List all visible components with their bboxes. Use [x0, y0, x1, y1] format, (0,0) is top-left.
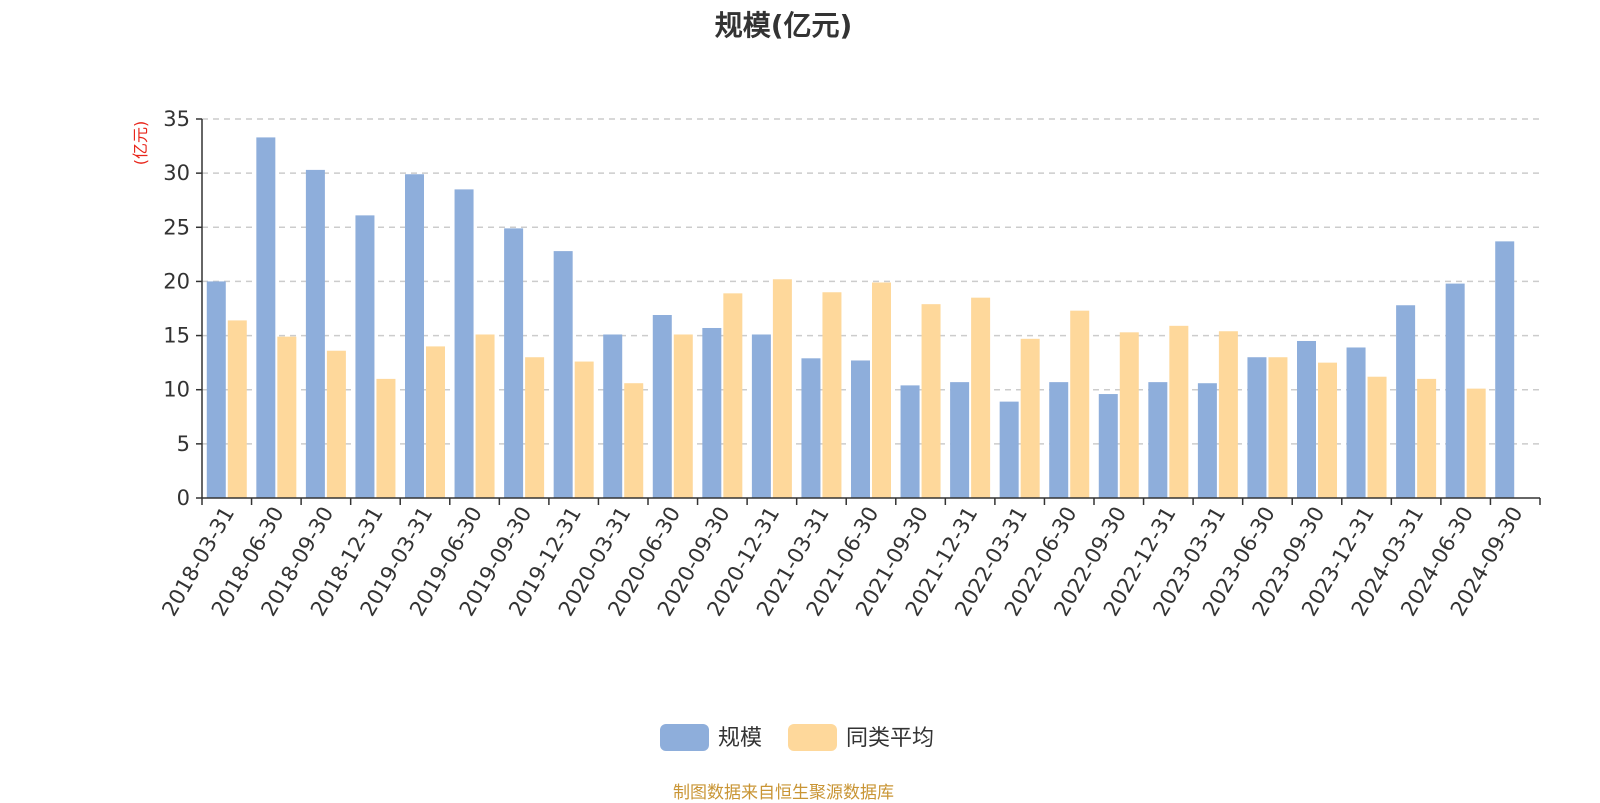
- bar-scale[interactable]: [405, 174, 424, 498]
- bar-scale[interactable]: [603, 334, 623, 498]
- bar-peer-average[interactable]: [1417, 378, 1437, 498]
- chart-title: 规模(亿元): [714, 9, 853, 42]
- bar-peer-average[interactable]: [971, 297, 991, 498]
- y-tick-label: 5: [177, 432, 190, 456]
- bar-scale[interactable]: [1346, 347, 1366, 498]
- bar-scale[interactable]: [1049, 382, 1069, 498]
- bar-peer-average[interactable]: [1218, 331, 1238, 498]
- bar-scale[interactable]: [454, 189, 474, 498]
- bar-scale[interactable]: [504, 228, 524, 498]
- bar-scale[interactable]: [1297, 340, 1316, 498]
- bar-peer-average[interactable]: [772, 279, 792, 498]
- bar-scale[interactable]: [751, 334, 771, 498]
- bar-peer-average[interactable]: [1020, 338, 1040, 498]
- bar-scale[interactable]: [851, 360, 870, 498]
- bars: [206, 137, 1515, 499]
- bar-peer-average[interactable]: [624, 383, 644, 498]
- y-tick-label: 15: [163, 324, 190, 348]
- bar-peer-average[interactable]: [376, 378, 396, 498]
- bar-scale[interactable]: [553, 251, 573, 498]
- bar-scale[interactable]: [355, 215, 375, 499]
- bar-peer-average[interactable]: [822, 292, 842, 498]
- bar-scale[interactable]: [999, 401, 1019, 498]
- bar-peer-average[interactable]: [525, 357, 545, 498]
- bar-scale[interactable]: [801, 358, 821, 498]
- legend-swatch[interactable]: [660, 724, 709, 751]
- bar-scale[interactable]: [900, 385, 920, 498]
- bar-scale[interactable]: [1445, 283, 1465, 498]
- bar-peer-average[interactable]: [277, 336, 297, 498]
- bar-scale[interactable]: [1396, 305, 1416, 498]
- bar-peer-average[interactable]: [1169, 325, 1189, 498]
- legend-label[interactable]: 同类平均: [846, 726, 934, 751]
- bar-peer-average[interactable]: [1318, 362, 1337, 498]
- bar-peer-average[interactable]: [1070, 310, 1090, 498]
- grid-lines: [202, 118, 1540, 445]
- y-tick-label: 20: [163, 269, 190, 293]
- bar-scale[interactable]: [1098, 394, 1118, 498]
- legend-swatch[interactable]: [788, 724, 837, 751]
- y-axis-unit-label: (亿元): [131, 121, 150, 166]
- bar-peer-average[interactable]: [723, 293, 743, 498]
- y-tick-label: 0: [177, 486, 190, 510]
- bar-scale[interactable]: [702, 327, 722, 498]
- bar-peer-average[interactable]: [673, 334, 693, 498]
- bar-scale[interactable]: [256, 137, 276, 498]
- bar-scale[interactable]: [1495, 241, 1515, 498]
- bar-peer-average[interactable]: [475, 334, 495, 498]
- data-source-note: 制图数据来自恒生聚源数据库: [673, 783, 894, 803]
- bar-peer-average[interactable]: [326, 350, 346, 498]
- bar-peer-average[interactable]: [872, 282, 891, 498]
- bar-scale[interactable]: [305, 169, 325, 498]
- y-tick-label: 30: [163, 161, 190, 185]
- y-tick-label: 35: [163, 107, 190, 131]
- bar-peer-average[interactable]: [426, 346, 445, 498]
- bar-peer-average[interactable]: [574, 361, 594, 498]
- bar-scale[interactable]: [652, 314, 672, 498]
- bar-peer-average[interactable]: [1119, 332, 1139, 498]
- legend-label[interactable]: 规模: [718, 726, 762, 751]
- bar-peer-average[interactable]: [1367, 376, 1387, 498]
- bar-peer-average[interactable]: [921, 304, 941, 498]
- y-tick-label: 10: [163, 378, 190, 402]
- bar-peer-average[interactable]: [1466, 388, 1486, 498]
- bar-scale[interactable]: [206, 281, 226, 498]
- bar-peer-average[interactable]: [227, 320, 247, 498]
- bar-scale[interactable]: [950, 382, 970, 498]
- bar-scale[interactable]: [1148, 382, 1168, 498]
- bar-scale[interactable]: [1197, 383, 1217, 498]
- y-tick-label: 25: [163, 215, 190, 239]
- bar-scale[interactable]: [1247, 357, 1267, 498]
- bar-peer-average[interactable]: [1268, 357, 1288, 498]
- legend[interactable]: 规模 同类平均: [660, 724, 934, 751]
